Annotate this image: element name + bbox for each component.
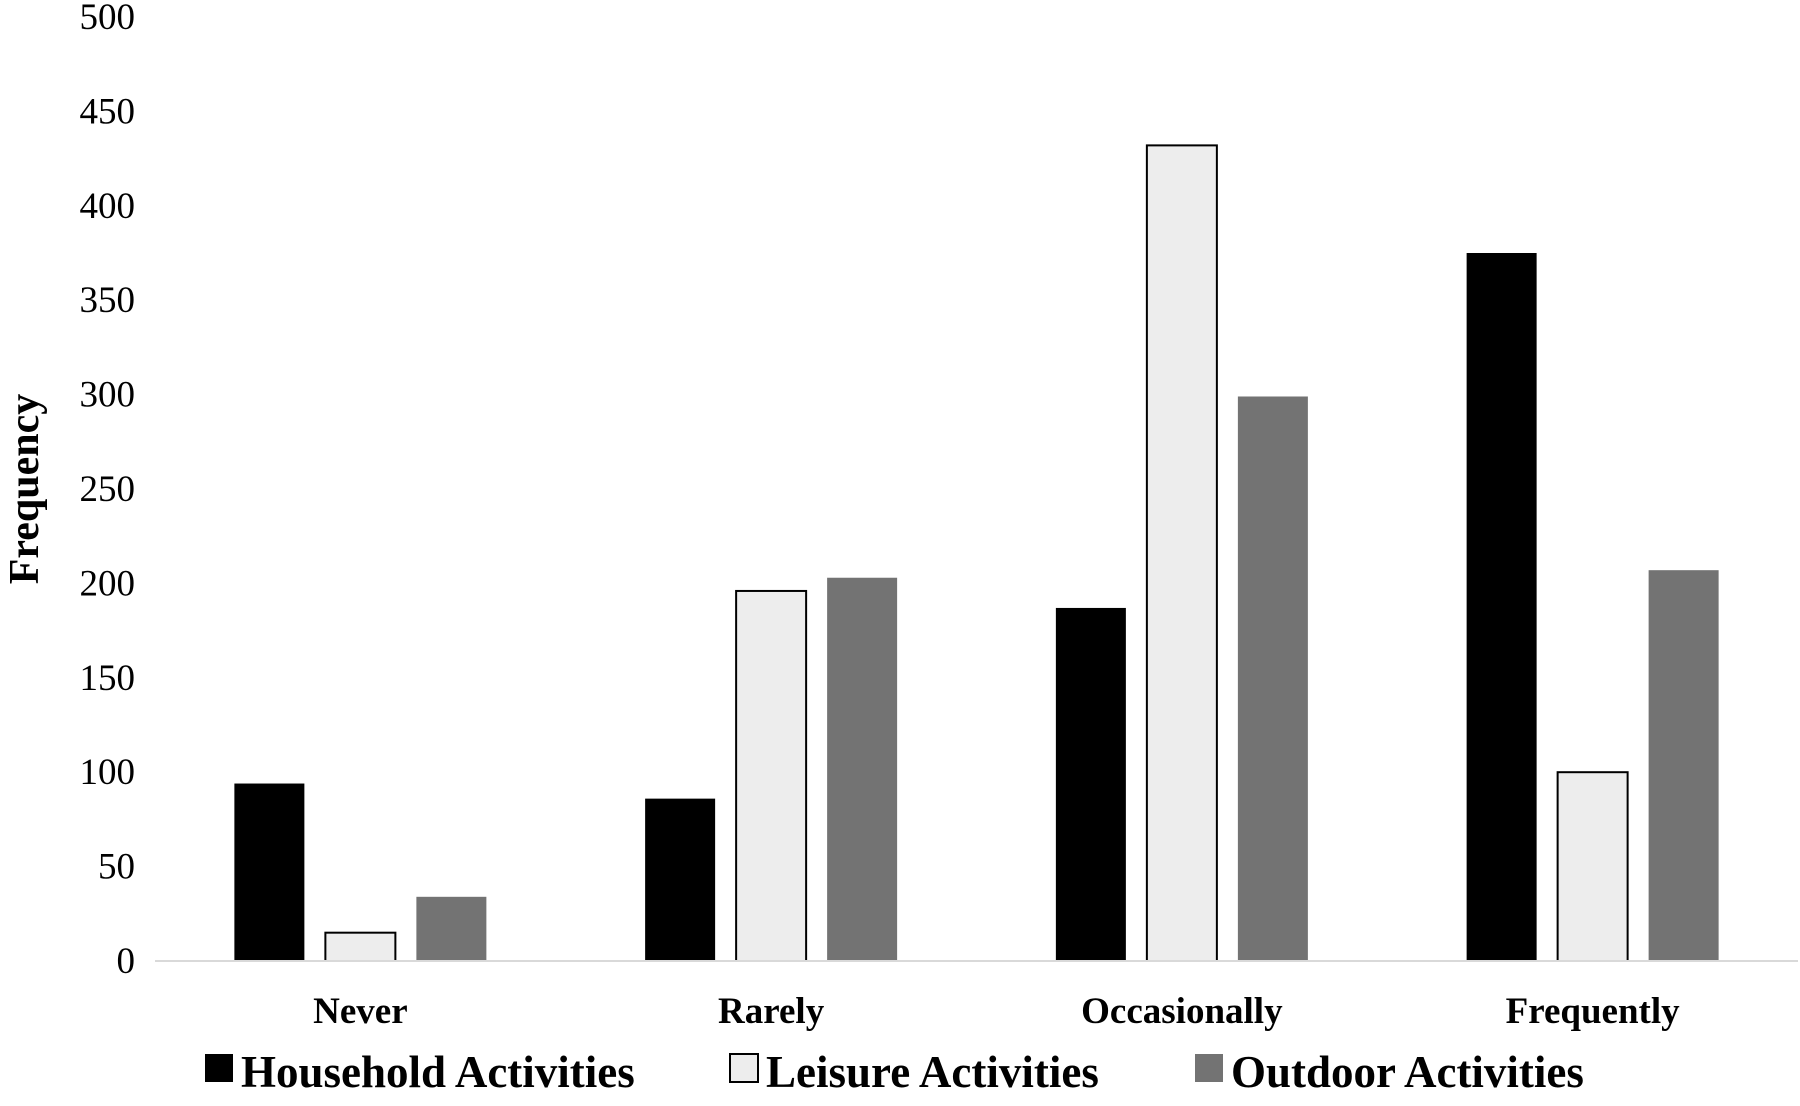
y-axis-title: Frequency xyxy=(2,394,48,585)
bar-leisure-activities-frequently xyxy=(1556,771,1629,963)
bar-leisure-activities-rarely xyxy=(735,589,808,963)
legend: Household Activities Leisure Activities Ou… xyxy=(205,1047,1584,1097)
y-tick-label: 350 xyxy=(80,280,136,321)
y-tick-label: 50 xyxy=(98,847,135,888)
y-tick-label: 450 xyxy=(80,91,136,132)
y-tick-label: 150 xyxy=(80,658,136,699)
legend-label: Household Activities xyxy=(241,1047,635,1097)
legend-label: Outdoor Activities xyxy=(1231,1047,1584,1097)
bar-household-activities-occasionally xyxy=(1055,607,1126,961)
y-tick-label: 250 xyxy=(80,469,136,510)
legend-swatch xyxy=(205,1054,233,1082)
bar-household-activities-rarely xyxy=(645,798,716,961)
legend-swatch xyxy=(729,1053,759,1083)
bar-leisure-activities-occasionally xyxy=(1145,144,1218,963)
y-tick-label: 500 xyxy=(80,0,136,38)
y-tick-label: 100 xyxy=(80,752,136,793)
y-tick-label: 300 xyxy=(80,375,136,416)
bar-household-activities-never xyxy=(234,783,305,961)
legend-label: Leisure Activities xyxy=(766,1047,1099,1097)
bar-household-activities-frequently xyxy=(1466,253,1537,961)
bar-outdoor-activities-rarely xyxy=(827,577,898,961)
y-tick-label: 0 xyxy=(117,941,136,982)
bar-outdoor-activities-frequently xyxy=(1648,570,1719,961)
bars xyxy=(234,144,1719,963)
bar-outdoor-activities-never xyxy=(416,896,487,961)
x-category-label: Occasionally xyxy=(1081,991,1283,1032)
legend-swatch xyxy=(1195,1054,1223,1082)
x-category-label: Rarely xyxy=(718,991,825,1032)
y-tick-label: 400 xyxy=(80,186,136,227)
x-category-label: Never xyxy=(313,991,408,1032)
x-category-label: Frequently xyxy=(1506,991,1681,1032)
bar-leisure-activities-never xyxy=(324,931,397,962)
x-axis-categories: Never Rarely Occasionally Frequently xyxy=(313,991,1680,1032)
y-tick-label: 200 xyxy=(80,563,136,604)
bar-outdoor-activities-occasionally xyxy=(1237,396,1308,961)
y-axis-ticks: 0 50 100 150 200 250 300 350 400 450 500 xyxy=(80,0,136,982)
